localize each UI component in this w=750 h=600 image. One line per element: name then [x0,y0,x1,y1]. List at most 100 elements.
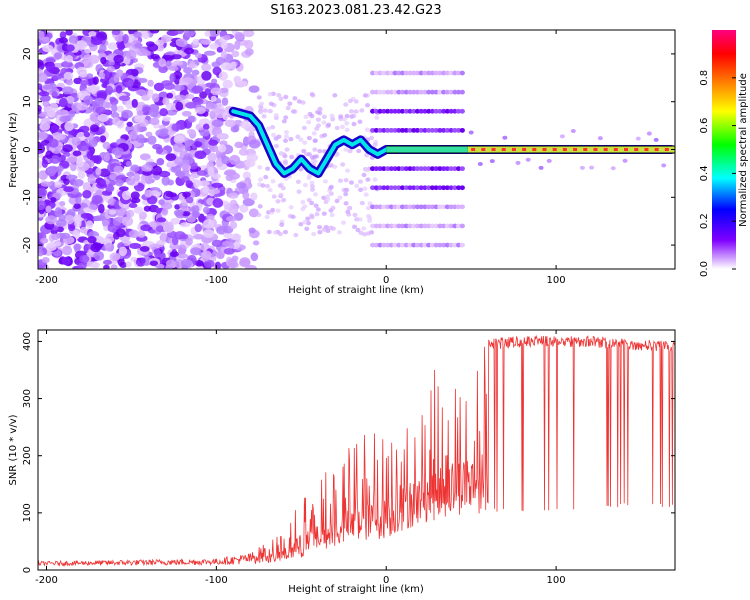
spectrogram-cell [329,212,335,218]
spectrogram-cell [122,216,134,227]
spectrogram-cell [207,152,217,163]
spectrogram-harmonic-cell [399,223,406,229]
spectrogram-cell [110,264,118,269]
spectrogram-cell [109,252,121,262]
spectrogram-harmonic-cell [384,89,391,95]
spectrogram-harmonic-cell [377,204,383,210]
spectrogram-cell [53,240,62,247]
spectrogram-cell [216,46,223,53]
spectrogram-harmonic-cell [384,223,391,229]
spectrogram-cell [73,203,81,210]
spectrogram-cell [85,220,94,229]
spectrogram-cell [351,113,357,119]
spectrogram-cell [45,242,57,252]
spectrogram-cell [194,52,203,59]
spectrogram-cell [231,50,240,58]
spectrogram-cell [250,252,259,262]
spectrogram-cell [292,109,298,114]
spectrogram-harmonic-cell [370,185,376,191]
spectrogram-cell [226,216,237,222]
carrier-peak [583,148,588,151]
spectrogram-cell [261,114,267,119]
snr-y-tick-label: 200 [22,446,33,465]
spectrogram-y-tick-label: -20 [22,237,33,253]
spectrogram-cell [50,196,57,203]
spectrogram-harmonic-cell [422,108,428,114]
spectrogram-cell [104,242,114,252]
spectrogram-harmonic-cell [370,89,376,95]
spectrogram-harmonic-cell [414,89,421,95]
spectrogram-cell [98,178,107,188]
snr-x-tick-label: 0 [383,575,389,586]
spectrogram-cell [40,181,53,187]
spectrogram-harmonic-cell [444,166,450,172]
spectrogram-cell [321,114,327,120]
spectrogram-cell [99,135,107,143]
spectrogram-cell [172,142,185,153]
spectrogram-cell [118,186,129,192]
spectrogram-cell [87,174,96,185]
spectrogram-cell [354,183,360,189]
spectrogram-harmonic-cell [433,108,439,114]
snr-x-tick-label: -200 [35,575,58,586]
spectrogram-cell [38,59,44,67]
spectrogram-harmonic-cell [452,127,458,133]
spectrogram-cell [118,246,128,257]
spectrogram-harmonic-cell [433,70,439,76]
spectrogram-harmonic-cell [392,70,398,76]
spectrogram-cell [234,40,241,51]
spectrogram-harmonic-cell [444,223,450,229]
spectrogram-cell [173,84,185,92]
spectrogram-harmonic-cell [433,127,439,133]
spectrogram-cell [73,243,82,251]
spectrogram-cell [288,136,294,142]
spectrogram-cell [337,195,343,200]
spectrogram-harmonic-cell [411,204,417,210]
spectrogram-harmonic-cell [396,223,402,229]
spectrogram-cell [38,249,44,257]
spectrogram-cell [79,254,90,263]
spectrogram-cell [216,133,229,140]
spectrogram-harmonic-cell [396,242,402,248]
spectrogram-harmonic-cell [426,223,432,229]
spectrogram-cell [185,180,193,188]
spectrogram-cell [252,240,260,246]
carrier-peak [522,148,527,151]
spectrogram-cell [263,174,269,180]
spectrogram-cell [347,148,353,154]
spectrogram-harmonic-cell [407,166,413,172]
spectrogram-cell [210,95,217,102]
spectrogram-cell [126,171,135,178]
spectrogram-cell [185,196,194,204]
spectrogram-cell [195,180,203,187]
spectrogram-harmonic-cell [407,242,413,248]
carrier-peak [501,148,506,151]
spectrogram-cell [107,42,118,50]
spectrogram-cell [211,239,223,248]
spectrogram-cell [210,87,223,96]
spectrogram-harmonic-cell [459,89,465,95]
spectrogram-x-tick-label: -200 [35,275,58,286]
spectrogram-cell [244,48,254,56]
spectrogram-cell [224,169,237,176]
spectrogram-cell [150,53,160,60]
spectrogram-harmonic-cell [392,185,398,191]
spectrogram-cell [63,186,74,192]
spectrogram-cell [175,101,184,111]
spectrogram-cell [144,174,153,185]
spectrogram-cell [76,160,85,168]
spectrogram-cell [75,196,82,204]
spectrogram-cell [313,203,319,208]
spectrogram-cell [92,76,99,85]
spectrogram-cell [147,135,157,145]
spectrogram-harmonic-cell [377,223,383,229]
spectrogram-cell [284,130,290,135]
spectrogram-harmonic-cell [414,70,421,76]
spectrogram-cell [56,109,68,116]
spectrogram-cell [76,66,87,76]
spectrogram-cell [304,226,310,231]
carrier-peak [511,148,516,151]
spectrogram-cell [334,198,340,204]
spectrogram-harmonic-cell [433,166,439,172]
spectrogram-cell [240,120,250,129]
